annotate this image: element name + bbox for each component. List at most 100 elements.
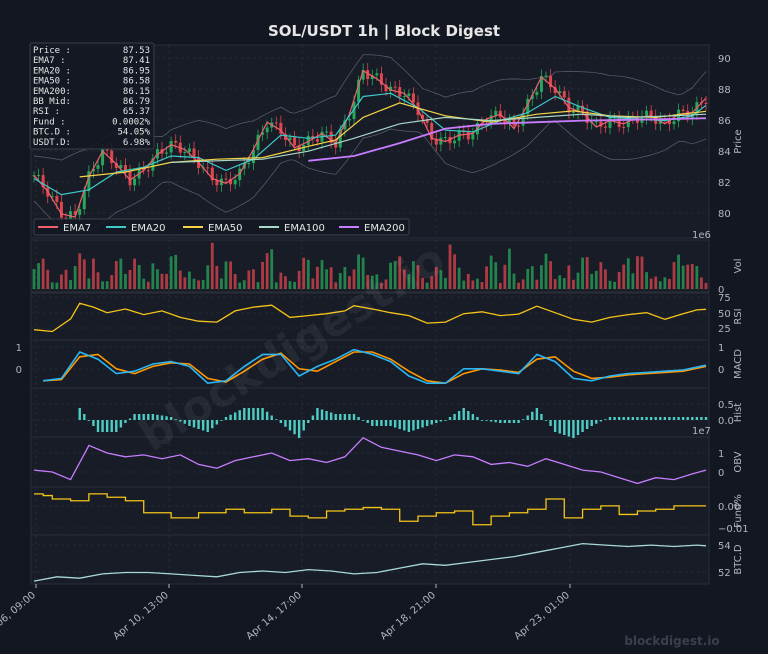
candle-body bbox=[535, 91, 539, 96]
hist-bar bbox=[508, 420, 511, 423]
candle-body bbox=[215, 180, 219, 186]
bb-lower bbox=[33, 120, 707, 232]
legend-bg bbox=[33, 218, 410, 236]
volume-bar bbox=[645, 272, 648, 289]
hist-bar bbox=[348, 414, 351, 420]
candle-body bbox=[256, 134, 260, 150]
volume-bar bbox=[448, 244, 452, 289]
volume-bar bbox=[476, 278, 479, 289]
info-label: USDT.D: bbox=[33, 138, 71, 148]
hist-bar bbox=[585, 420, 589, 429]
candle-body bbox=[466, 132, 470, 140]
candle-body bbox=[165, 152, 169, 154]
hist-bar bbox=[608, 417, 612, 420]
volume-bar bbox=[690, 264, 694, 289]
candle-body bbox=[73, 211, 77, 215]
candle-body bbox=[183, 151, 187, 153]
candle-body bbox=[558, 91, 562, 94]
hist-bar bbox=[302, 420, 305, 431]
volume-bar bbox=[265, 253, 269, 289]
hist-bar bbox=[535, 408, 539, 420]
volume-bar bbox=[585, 257, 589, 289]
candle-body bbox=[603, 126, 607, 128]
candle-body bbox=[439, 137, 443, 145]
legend-label: EMA50 bbox=[208, 223, 243, 234]
volume-bar bbox=[540, 265, 543, 289]
hist-bar bbox=[503, 420, 507, 423]
volume-bar bbox=[704, 282, 708, 289]
hist-bar bbox=[124, 420, 127, 423]
volume-bar bbox=[617, 271, 621, 289]
candle-body bbox=[526, 98, 530, 115]
ylabel-macd: MACD bbox=[733, 349, 744, 379]
hist-bar bbox=[297, 420, 301, 438]
hist-bar bbox=[627, 417, 630, 420]
volume-bar bbox=[78, 253, 82, 289]
ytick-label-rsi: 25 bbox=[718, 324, 731, 335]
hist-bar bbox=[371, 420, 374, 426]
candle-body bbox=[494, 110, 498, 116]
candle-body bbox=[375, 73, 379, 76]
candle-body bbox=[389, 86, 393, 92]
candle-body bbox=[539, 76, 543, 92]
candle-body bbox=[608, 117, 612, 128]
candle-body bbox=[59, 201, 63, 218]
hist-bar bbox=[224, 417, 228, 420]
volume-bar bbox=[544, 253, 548, 289]
candle-body bbox=[133, 178, 137, 186]
candle-body bbox=[274, 122, 278, 124]
hist-bar bbox=[686, 417, 689, 420]
hist-exponent: 1e7 bbox=[692, 426, 711, 437]
hist-bar bbox=[380, 420, 383, 426]
hist-bar bbox=[389, 420, 392, 426]
hist-bar bbox=[393, 420, 397, 428]
volume-bar bbox=[50, 282, 54, 289]
candle-body bbox=[96, 165, 100, 169]
volume-bar bbox=[626, 258, 630, 289]
volume-bar bbox=[389, 262, 392, 289]
candle-body bbox=[393, 86, 397, 88]
candle-body bbox=[553, 87, 557, 94]
candle-body bbox=[357, 79, 361, 102]
hist-bar bbox=[238, 410, 241, 420]
candle-body bbox=[352, 101, 356, 120]
volume-bar bbox=[60, 274, 63, 289]
volume-bar bbox=[284, 276, 287, 289]
hist-bar bbox=[599, 420, 603, 422]
candle-body bbox=[430, 123, 434, 140]
ytick-label-price: 80 bbox=[718, 209, 731, 220]
volume-bar bbox=[201, 280, 205, 289]
hist-bar bbox=[572, 420, 575, 438]
volume-bar bbox=[549, 261, 552, 289]
hist-bar bbox=[320, 409, 324, 420]
hist-bar bbox=[549, 420, 552, 426]
hist-bar bbox=[590, 420, 593, 426]
candle-body bbox=[407, 93, 411, 97]
volume-bar bbox=[279, 272, 283, 289]
volume-bar bbox=[599, 262, 603, 289]
volume-bar bbox=[622, 264, 626, 289]
hist-bar bbox=[211, 420, 214, 429]
panel-btcd bbox=[30, 534, 710, 585]
ylabel-obv: OBV bbox=[733, 451, 744, 472]
volume-bar bbox=[590, 273, 594, 289]
hist-bar bbox=[169, 417, 173, 420]
candle-body bbox=[101, 149, 105, 166]
ylabel-price: Price bbox=[733, 129, 744, 153]
hist-bar bbox=[247, 408, 251, 420]
candle-body bbox=[425, 119, 429, 124]
hist-bar bbox=[279, 420, 283, 423]
hist-bar bbox=[700, 417, 703, 420]
legend-label: EMA100 bbox=[284, 223, 325, 234]
volume-bar bbox=[526, 268, 530, 289]
rsi-line bbox=[33, 302, 707, 333]
info-value: 54.05% bbox=[117, 128, 150, 138]
volume-bar bbox=[55, 282, 59, 289]
candle-body bbox=[279, 122, 283, 134]
macd-line bbox=[42, 348, 707, 385]
candle-body bbox=[91, 168, 95, 172]
candle-body bbox=[169, 140, 173, 153]
candle-body bbox=[329, 131, 333, 143]
info-value: 87.41 bbox=[123, 56, 150, 66]
hist-bar bbox=[604, 419, 607, 421]
